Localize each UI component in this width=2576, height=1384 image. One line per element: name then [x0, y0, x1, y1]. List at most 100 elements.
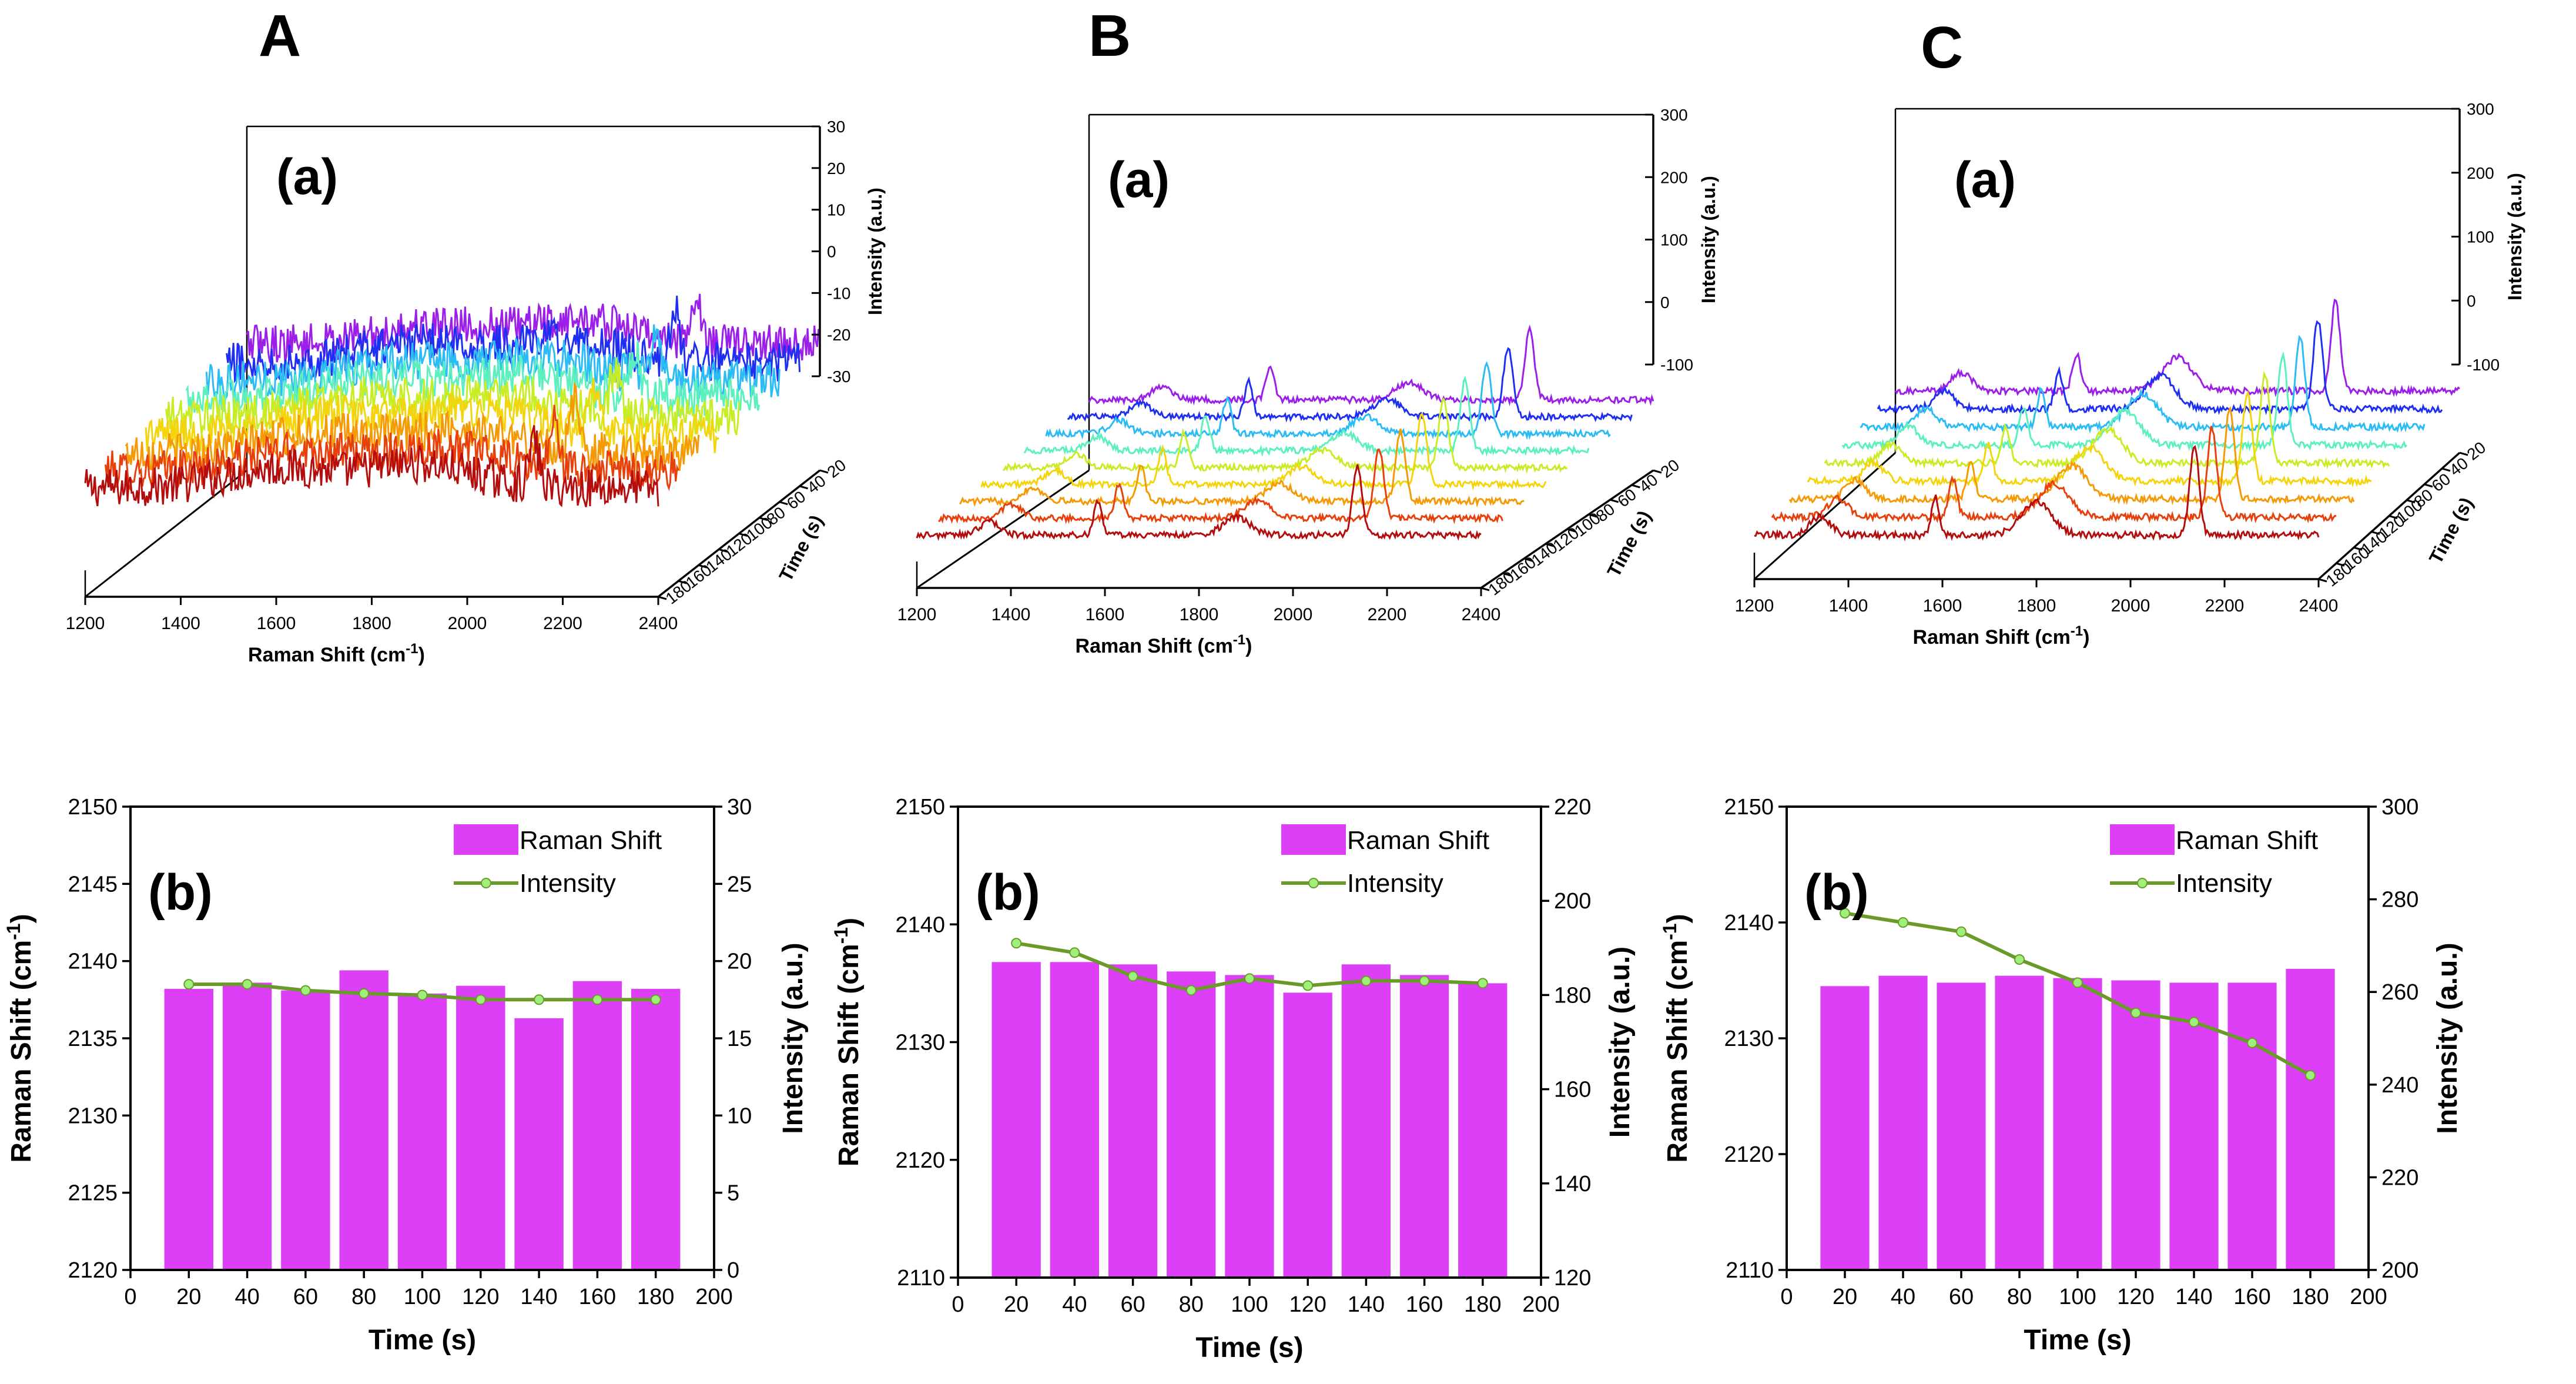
time-tick-mark: [678, 580, 687, 584]
x-tick-label: 20: [1833, 1285, 1857, 1309]
x-tick-label: 1400: [1829, 596, 1868, 616]
y2-tick-label: 15: [727, 1027, 752, 1051]
x-tick-label: 1600: [1923, 596, 1962, 616]
intensity-point-t160: [2247, 1037, 2257, 1048]
x-axis-title: Raman Shift (cm-1): [1076, 632, 1252, 657]
time-tick-label: 40: [2446, 454, 2472, 480]
spectrum-line-t180: [1088, 324, 1654, 407]
intensity-tick-label: 20: [827, 159, 845, 178]
x-tick-label: 1200: [897, 605, 937, 624]
time-tick-mark: [698, 564, 708, 569]
y-axis-title-sup: -1: [1659, 923, 1680, 940]
time-tick-label: 60: [2428, 470, 2454, 496]
raman-shift-bar-t180: [631, 988, 681, 1270]
time-tick-mark: [1567, 528, 1576, 533]
y-tick-label: 2140: [68, 950, 118, 974]
y-tick-label: 2120: [68, 1258, 118, 1283]
intensity-point-t80: [1185, 985, 1197, 996]
x-axis-title-end: ): [2083, 626, 2089, 648]
time-tick-mark: [799, 485, 809, 490]
legend-label-raman-shift: Raman Shift: [520, 826, 662, 855]
x-tick-label: 1800: [1180, 605, 1219, 624]
time-tick-label: 20: [2464, 438, 2490, 464]
x-tick-label: 100: [2059, 1285, 2096, 1309]
x-axis-title-end: ): [418, 644, 425, 666]
spectrum-line-t160: [1877, 320, 2443, 416]
subplot-label-b: (b): [148, 864, 213, 921]
time-tick-mark: [2406, 499, 2416, 504]
spectrum-line-t100: [165, 357, 740, 436]
spectrum-line-t60: [959, 428, 1525, 508]
legend-marker-intensity: [1308, 878, 1319, 888]
intensity-tick-label: 100: [2467, 228, 2494, 246]
spectrum-line-t100: [1824, 370, 2390, 470]
time-tick-mark: [2371, 530, 2380, 535]
y2-tick-label: 10: [727, 1104, 752, 1128]
time-tick-mark: [759, 517, 768, 521]
y-tick-label: 2110: [1726, 1258, 1774, 1283]
raman-shift-bar-t120: [456, 985, 505, 1270]
x-tick-label: 180: [637, 1285, 674, 1309]
intensity-point-t20: [183, 979, 195, 990]
intensity-tick-label: -100: [2467, 356, 2500, 374]
time-tick-mark: [819, 469, 829, 474]
spectrum-line-t140: [1860, 335, 2426, 434]
spectrum-line-t40: [938, 449, 1503, 524]
x-axis-title-main: Raman Shift (cm: [1076, 635, 1233, 657]
x-tick-label: 160: [1406, 1292, 1443, 1317]
x-axis-title-end: ): [1245, 635, 1252, 657]
raman-shift-bar-t40: [1878, 975, 1928, 1270]
x-tick-label: 40: [1062, 1292, 1087, 1317]
intensity-point-t160: [592, 994, 603, 1005]
y2-axis-title: Intensity (a.u.): [2432, 942, 2463, 1134]
x-axis-title: Raman Shift (cm-1): [248, 641, 425, 666]
y-axis-title: Raman Shift (cm-1): [830, 918, 865, 1166]
intensity-axis-title: Intensity (a.u.): [2504, 173, 2525, 300]
intensity-tick-label: -10: [827, 284, 850, 302]
y-axis-title-sup: -1: [3, 923, 24, 940]
raman-shift-bar-t120: [2111, 980, 2160, 1270]
x-axis-title-sup: -1: [1233, 632, 1245, 648]
waterfall-panel-a: 1200 1400 1600 1800 2000 2200 2400 Raman Shift …: [66, 118, 886, 666]
x-tick-label: 2000: [2111, 596, 2150, 616]
x-tick-label: 140: [2175, 1285, 2212, 1309]
intensity-point-t100: [1244, 973, 1255, 984]
y-tick-label: 2135: [68, 1027, 118, 1051]
legend-swatch-raman-shift: [1281, 824, 1346, 855]
intensity-point-t140: [2189, 1017, 2199, 1028]
y2-axis-title: Intensity (a.u.): [1604, 947, 1636, 1138]
panel-letter-a: A: [259, 3, 301, 69]
intensity-point-t40: [242, 979, 253, 990]
intensity-point-t140: [534, 994, 545, 1005]
intensity-tick-label: 200: [2467, 164, 2494, 182]
time-tick-mark: [1631, 484, 1640, 489]
x-tick-label: 160: [579, 1285, 616, 1309]
x-tick-label: 2400: [639, 614, 678, 633]
intensity-point-t160: [1419, 975, 1430, 987]
time-tick-mark: [2336, 562, 2345, 567]
time-tick-mark: [1480, 587, 1490, 591]
x-tick-label: 20: [176, 1285, 201, 1309]
intensity-point-t80: [359, 988, 370, 999]
raman-shift-bar-t40: [1050, 962, 1099, 1278]
intensity-tick-label: 30: [827, 118, 845, 136]
x-tick-label: 2200: [543, 614, 582, 633]
x-tick-label: 2200: [2205, 596, 2245, 616]
y2-tick-label: 25: [727, 872, 752, 897]
raman-shift-bar-t80: [339, 970, 388, 1270]
spectrum-line-t120: [1841, 351, 2407, 452]
x-tick-label: 120: [1289, 1292, 1326, 1317]
x-axis-title: Time (s): [1195, 1332, 1303, 1363]
intensity-point-t20: [1840, 908, 1850, 919]
time-tick-mark: [1502, 572, 1512, 577]
barline-panel-b: 0 20 40 60 80 100 120 140 160 180 200 Time (s) 2110 2…: [830, 795, 1636, 1363]
spectrum-line-t60: [125, 382, 700, 472]
intensity-point-t120: [475, 994, 486, 1005]
raman-shift-bar-t60: [1937, 982, 1986, 1270]
y2-tick-label: 220: [1554, 795, 1591, 820]
time-tick-mark: [658, 596, 667, 600]
depth-edge-left: [1753, 452, 1897, 580]
time-tick-label: 40: [803, 472, 829, 497]
legend-marker-intensity: [2137, 878, 2148, 888]
raman-shift-bar-t140: [2169, 982, 2219, 1270]
